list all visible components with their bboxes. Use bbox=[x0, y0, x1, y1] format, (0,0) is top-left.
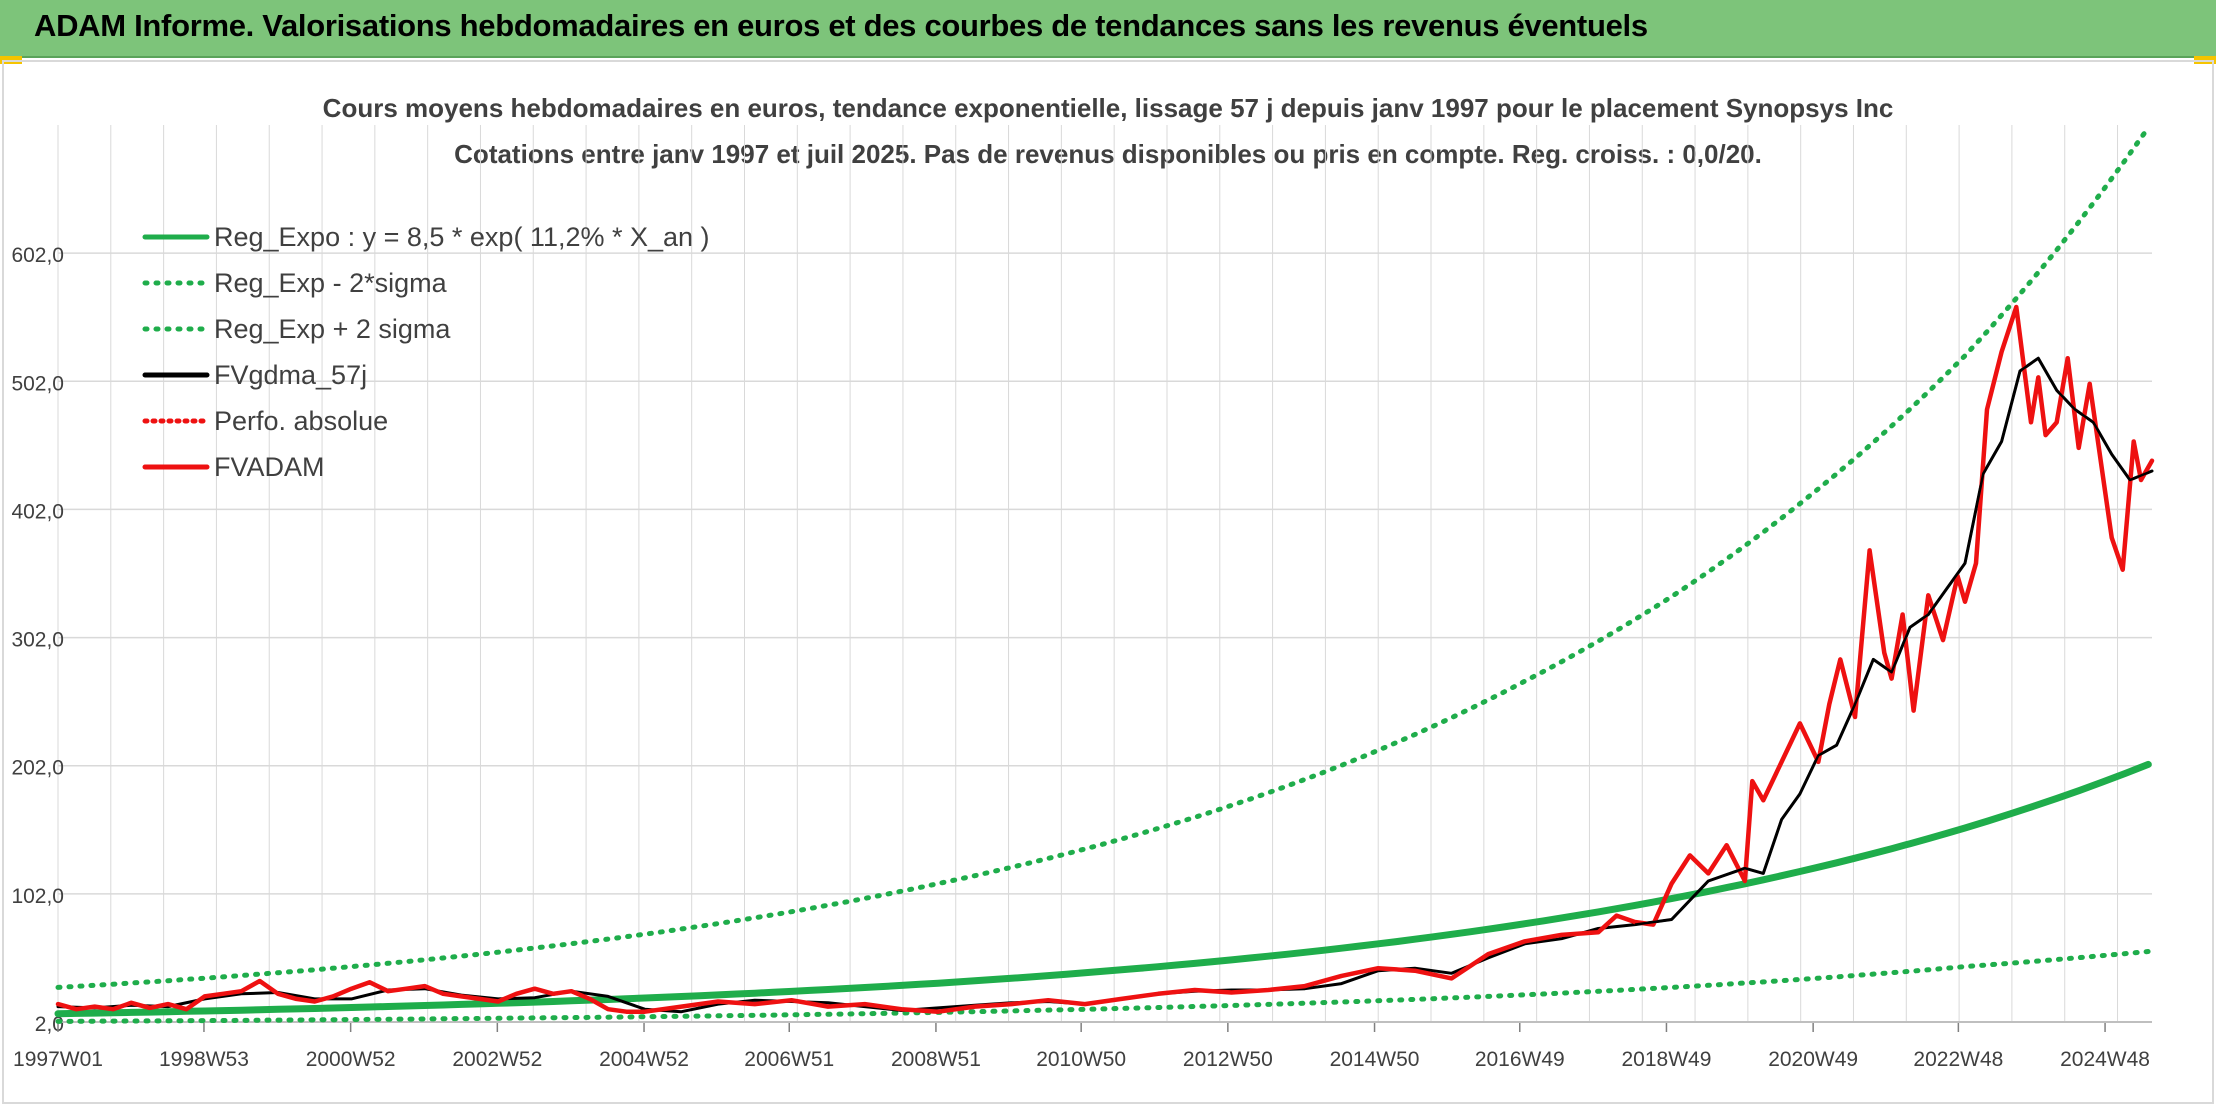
x-tick-label: 2008W51 bbox=[891, 1048, 981, 1071]
chart-frame bbox=[2, 60, 2214, 1104]
x-tick-label: 2014W50 bbox=[1330, 1048, 1420, 1071]
x-tick-label: 2006W51 bbox=[744, 1048, 834, 1071]
chart-legend: Reg_Expo : y = 8,5 * exp( 11,2% * X_an )… bbox=[142, 222, 710, 482]
chart-series bbox=[54, 125, 2155, 1024]
x-tick-label: 2000W52 bbox=[306, 1048, 396, 1071]
x-tick-label: 2010W50 bbox=[1036, 1048, 1126, 1071]
legend-label: Reg_Expo : y = 8,5 * exp( 11,2% * X_an ) bbox=[214, 222, 710, 252]
y-tick-label: 602,0 bbox=[11, 244, 64, 267]
x-tick-label: 2020W49 bbox=[1768, 1048, 1858, 1071]
legend-label: FVADAM bbox=[214, 452, 325, 482]
y-tick-label: 502,0 bbox=[11, 372, 64, 395]
chart-grid bbox=[57, 125, 2152, 1023]
series-line-3 bbox=[56, 356, 2154, 1014]
x-tick-label: 2004W52 bbox=[599, 1048, 689, 1071]
legend-label: Perfo. absolue bbox=[214, 406, 388, 436]
report-banner: ADAM Informe. Valorisations hebdomadaire… bbox=[0, 0, 2216, 58]
y-tick-label: 402,0 bbox=[11, 500, 64, 523]
legend-label: FVgdma_57j bbox=[214, 360, 367, 390]
x-tick-label: 2016W49 bbox=[1475, 1048, 1565, 1071]
series-line-2 bbox=[55, 125, 2151, 990]
series-line-fvgdma-overlay bbox=[1634, 356, 2153, 926]
y-tick-label: 202,0 bbox=[11, 757, 64, 780]
x-tick-label: 2002W52 bbox=[452, 1048, 542, 1071]
x-tick-label: 1997W01 bbox=[13, 1048, 103, 1071]
chart-subtitle: Cotations entre janv 1997 et juil 2025. … bbox=[454, 139, 1762, 169]
chart-axes: 2,0 102,0 202,0 302,0 402,0 502,0 602,0 1997W01… bbox=[11, 244, 2152, 1071]
chart-title: Cours moyens hebdomadaires en euros, ten… bbox=[322, 93, 1894, 123]
series-line-5 bbox=[55, 304, 2155, 1014]
y-tick-label: 2,0 bbox=[35, 1013, 64, 1036]
x-tick-label: 2012W50 bbox=[1183, 1048, 1273, 1071]
series-line-1 bbox=[55, 949, 2151, 1024]
legend-label: Reg_Exp - 2*sigma bbox=[214, 268, 448, 298]
legend-label: Reg_Exp + 2 sigma bbox=[214, 314, 451, 344]
series-line-0 bbox=[54, 760, 2152, 1018]
x-tick-label: 2018W49 bbox=[1622, 1048, 1712, 1071]
y-tick-label: 302,0 bbox=[11, 629, 64, 652]
x-tick-label: 2022W48 bbox=[1913, 1048, 2003, 1071]
x-tick-label: 1998W53 bbox=[159, 1048, 249, 1071]
y-tick-label: 102,0 bbox=[11, 885, 64, 908]
report-title: ADAM Informe. Valorisations hebdomadaire… bbox=[34, 8, 1648, 43]
x-tick-label: 2024W48 bbox=[2060, 1048, 2150, 1071]
